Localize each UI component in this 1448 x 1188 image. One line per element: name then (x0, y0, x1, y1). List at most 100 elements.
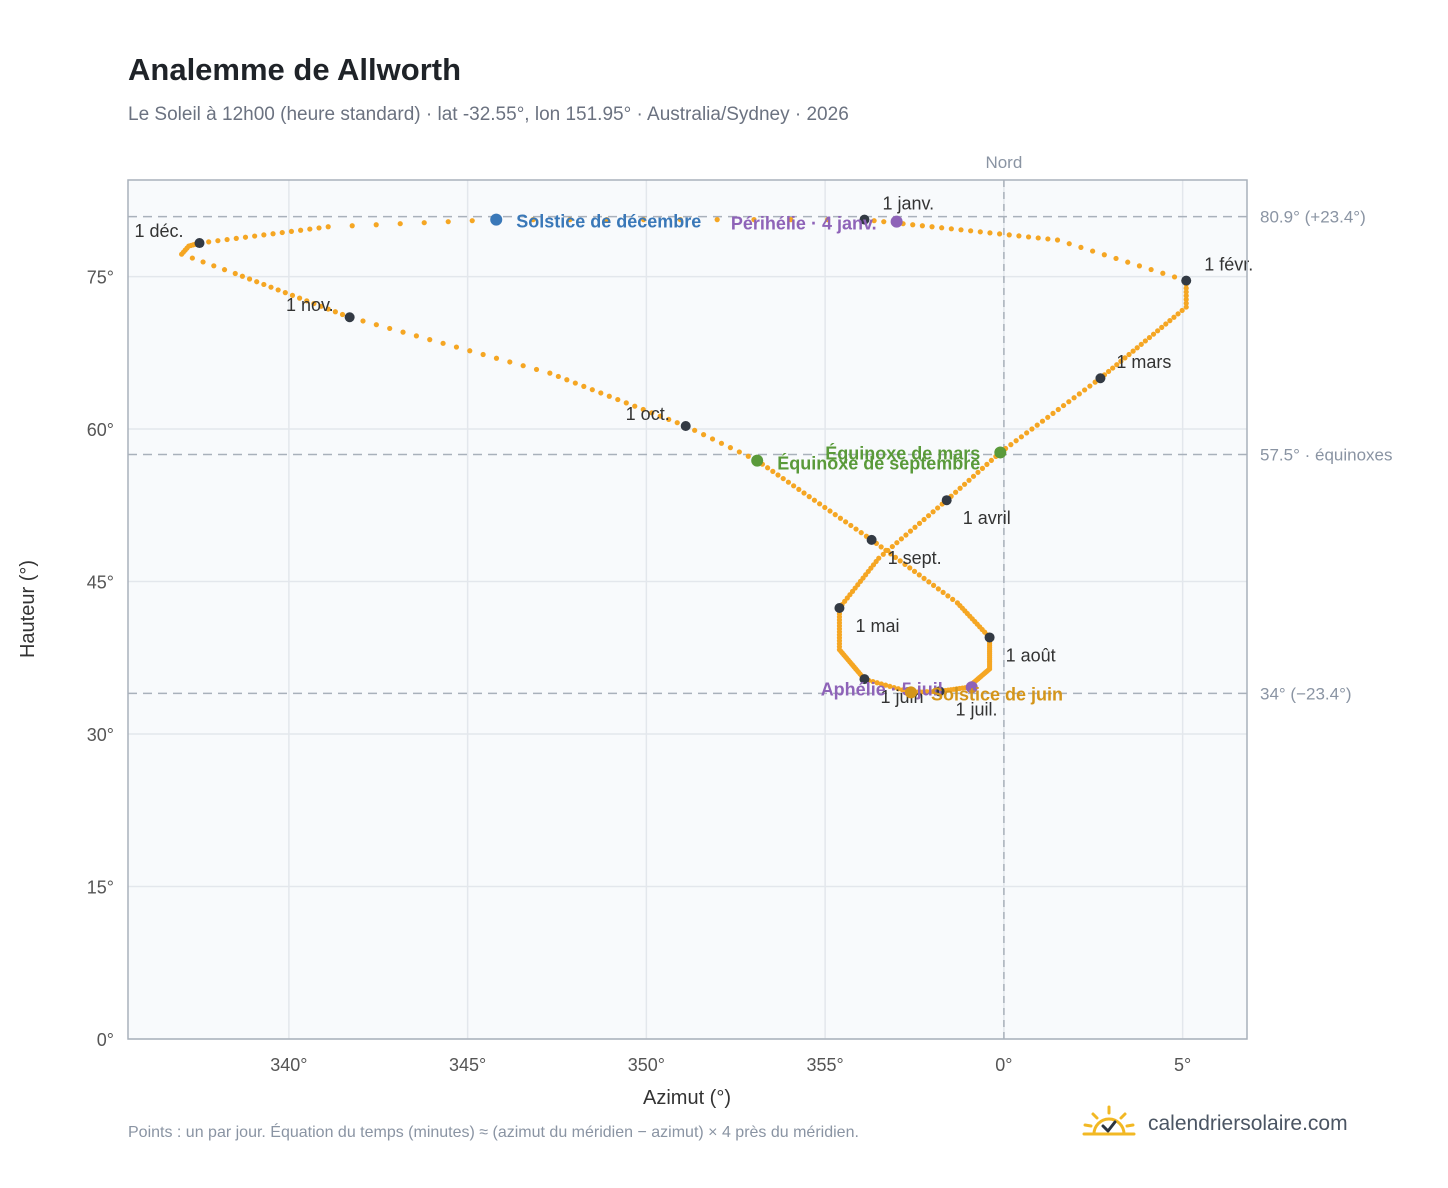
analemma-point (975, 469, 981, 475)
y-tick-label: 0° (97, 1030, 114, 1050)
analemma-point (916, 520, 923, 526)
y-axis-label: Hauteur (°) (17, 560, 39, 658)
analemma-point (791, 483, 797, 489)
analemma-point (801, 490, 807, 496)
analemma-point (1148, 266, 1154, 273)
analemma-point (332, 309, 338, 315)
analemma-point (1118, 358, 1124, 364)
event-label: Périhélie · 4 janv. (731, 214, 877, 234)
analemma-point (1055, 406, 1061, 413)
analemma-point (275, 287, 281, 293)
analemma-point (1006, 232, 1012, 238)
analemma-point (911, 568, 918, 574)
month-label: 1 juil. (956, 699, 998, 719)
analemma-point (307, 226, 313, 232)
analemma-point (1045, 414, 1051, 420)
analemma-point (968, 228, 974, 234)
analemma-point (1016, 233, 1022, 239)
analemma-point (889, 543, 895, 550)
analemma-point (919, 223, 925, 229)
analemma-point (572, 380, 578, 386)
y-tick-label: 45° (87, 573, 114, 593)
analemma-point (507, 359, 513, 365)
analemma-point (413, 333, 419, 339)
chart-title: Analemme de Allworth (128, 52, 462, 87)
analemma-point (1034, 422, 1040, 428)
analemma-point (649, 410, 655, 416)
analemma-point (1183, 293, 1189, 299)
analemma-point (987, 230, 993, 236)
analemma-point (874, 680, 880, 686)
event-marker (965, 681, 978, 694)
analemma-point (935, 586, 941, 592)
analemma-point (289, 292, 296, 298)
analemma-point (870, 678, 876, 685)
analemma-point (254, 279, 260, 285)
analemma-point (318, 303, 324, 309)
footnote: Points : un par jour. Équation du temps … (128, 1124, 859, 1141)
analemma-point (657, 413, 663, 419)
plot-frame (127, 179, 1248, 1040)
analemma-point (1125, 259, 1131, 265)
analemma-point (718, 440, 725, 446)
north-label: Nord (985, 153, 1022, 172)
ref-line-label: 80.9° (+23.4°) (1260, 208, 1366, 227)
analemma-point (878, 544, 884, 550)
analemma-point (977, 229, 983, 235)
analemma-point (1013, 438, 1019, 444)
analemma-point (930, 509, 936, 515)
sun-icon (1082, 1104, 1136, 1145)
brand-logo[interactable]: calendriersolaire.com (1082, 1104, 1348, 1144)
analemma-point (1024, 430, 1030, 436)
y-tick-label: 60° (87, 420, 114, 440)
analemma-point (1163, 321, 1169, 327)
analemma-point (910, 222, 916, 228)
analemma-point (882, 682, 889, 688)
event-label: Équinoxe de mars (825, 442, 980, 463)
analemma-point (1029, 426, 1035, 432)
analemma-point (948, 226, 954, 232)
analemma-point (961, 481, 968, 487)
analemma-point (1183, 304, 1189, 310)
analemma-point (1183, 300, 1189, 306)
analemma-point (480, 351, 486, 358)
analemma-point (1138, 341, 1144, 347)
analemma-point (988, 457, 994, 464)
analemma-point (1082, 387, 1088, 393)
analemma-point (921, 516, 927, 523)
month-label: 1 févr. (1204, 255, 1253, 275)
analemma-point (1183, 289, 1189, 295)
analemma-point (858, 530, 864, 536)
analemma-point (1008, 442, 1014, 448)
event-label: Équinoxe de septembre (777, 453, 980, 474)
analemma-point (1160, 270, 1166, 276)
analemma-point (261, 281, 267, 288)
analemma-point (899, 687, 906, 693)
analemma-point (373, 322, 379, 328)
analemma-point (589, 387, 595, 393)
month-marker (859, 674, 870, 685)
analemma-point (445, 219, 451, 225)
month-marker (859, 214, 870, 225)
ref-line-label: 34° (−23.4°) (1260, 684, 1352, 703)
analemma-point (279, 229, 285, 236)
analemma-point (325, 224, 331, 230)
month-label: 1 sept. (888, 548, 942, 568)
analemma-point (640, 406, 646, 413)
analemma-point (674, 420, 680, 426)
analemma-point (200, 259, 206, 265)
analemma-point (1126, 351, 1132, 358)
analemma-point (700, 432, 707, 438)
analemma-point (1167, 318, 1173, 324)
analemma-point (1142, 338, 1148, 344)
analemma-point (1018, 434, 1024, 440)
y-tick-label: 30° (87, 725, 114, 745)
analemma-point (891, 684, 897, 691)
analemma-point (775, 472, 781, 478)
analemma-point (765, 465, 771, 471)
analemma-point (598, 390, 604, 396)
month-label: 1 mai (855, 616, 899, 636)
analemma-point (907, 528, 914, 534)
analemma-point (881, 219, 887, 225)
